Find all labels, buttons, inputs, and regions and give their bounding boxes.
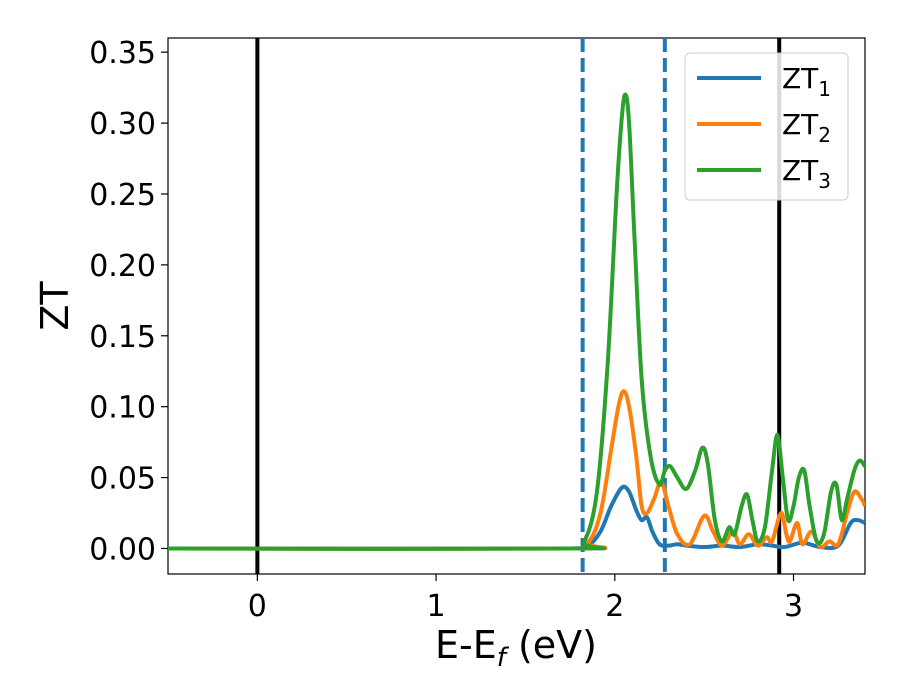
x-tick-label-2: 2	[605, 589, 624, 624]
y-tick-label-2: 0.10	[89, 391, 156, 426]
y-tick-label-0: 0.00	[89, 532, 156, 567]
y-tick-label-7: 0.35	[89, 36, 156, 71]
x-axis-label-unit: (eV)	[506, 623, 597, 667]
y-axis-ticks: 0.00 0.05 0.10 0.15 0.20 0.25 0.30 0.35	[89, 36, 168, 567]
y-tick-label-1: 0.05	[89, 462, 156, 497]
x-tick-label-0: 0	[248, 589, 267, 624]
legend-label-1: ZT1	[782, 62, 831, 101]
y-tick-label-4: 0.20	[89, 249, 156, 284]
series-line-3	[168, 92, 865, 552]
legend-items: ZT1 ZT2 ZT3	[697, 62, 831, 193]
legend-label-3: ZT3	[782, 154, 831, 193]
x-axis-label: E-Ef (eV)	[435, 623, 597, 673]
plot-frame	[167, 37, 866, 575]
x-axis-ticks: 0 1 2 3	[248, 574, 803, 624]
x-tick-label-3: 3	[784, 589, 803, 624]
series-line-2	[168, 389, 865, 551]
y-tick-label-3: 0.15	[89, 320, 156, 355]
y-tick-label-6: 0.30	[89, 107, 156, 142]
legend: ZT1 ZT2 ZT3	[684, 52, 849, 201]
y-tick-label-5: 0.25	[89, 178, 156, 213]
series-line-1	[168, 484, 865, 551]
y-axis-label: ZT	[33, 281, 77, 331]
x-tick-label-1: 1	[427, 589, 446, 624]
legend-box	[684, 52, 849, 201]
legend-label-2: ZT2	[782, 108, 831, 147]
series-lines	[168, 92, 865, 552]
